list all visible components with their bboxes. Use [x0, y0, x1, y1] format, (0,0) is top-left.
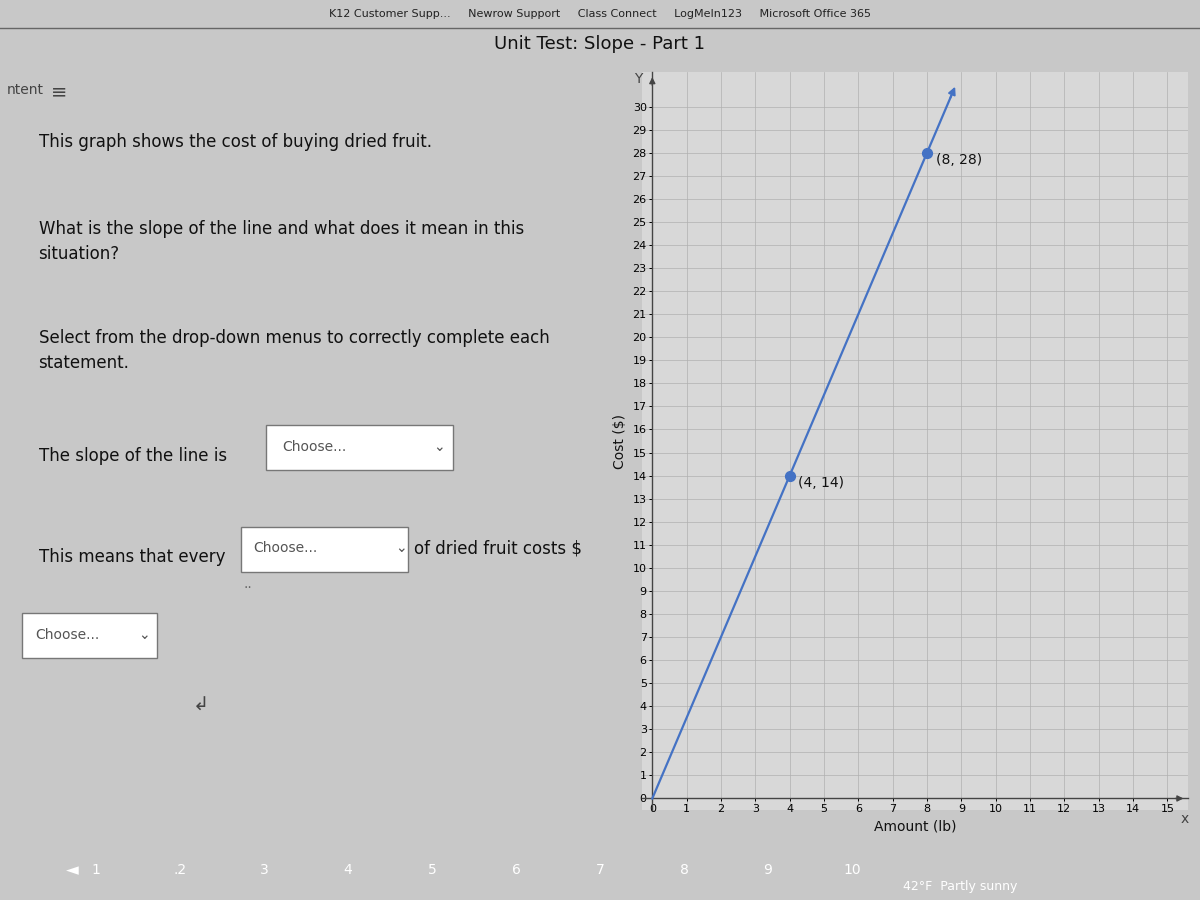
Point — [918, 146, 937, 160]
Text: What is the slope of the line and what does it mean in this
situation?: What is the slope of the line and what d… — [38, 220, 523, 263]
Text: Choose...: Choose... — [35, 627, 100, 642]
Text: The slope of the line is: The slope of the line is — [38, 446, 227, 464]
Text: 42°F  Partly sunny: 42°F Partly sunny — [902, 880, 1018, 893]
Point — [780, 468, 799, 482]
Text: (4, 14): (4, 14) — [798, 476, 845, 491]
Text: .2: .2 — [174, 863, 186, 878]
Text: 6: 6 — [511, 863, 521, 878]
Text: This graph shows the cost of buying dried fruit.: This graph shows the cost of buying drie… — [38, 133, 432, 151]
Text: 10: 10 — [844, 863, 860, 878]
X-axis label: Amount (lb): Amount (lb) — [874, 820, 956, 833]
Text: 8: 8 — [679, 863, 689, 878]
Text: 5: 5 — [427, 863, 437, 878]
Text: Select from the drop-down menus to correctly complete each
statement.: Select from the drop-down menus to corre… — [38, 329, 550, 373]
Text: x: x — [1181, 812, 1189, 826]
Text: 1: 1 — [91, 863, 101, 878]
Text: ..: .. — [244, 577, 253, 590]
Text: K12 Customer Supp...     Newrow Support     Class Connect     LogMeIn123     Mic: K12 Customer Supp... Newrow Support Clas… — [329, 10, 871, 20]
Text: ↲: ↲ — [192, 696, 209, 715]
Text: ⌄: ⌄ — [395, 542, 407, 555]
FancyBboxPatch shape — [241, 526, 408, 572]
Text: Choose...: Choose... — [253, 542, 318, 555]
Text: (8, 28): (8, 28) — [936, 153, 982, 167]
Text: 3: 3 — [259, 863, 269, 878]
FancyBboxPatch shape — [23, 613, 157, 658]
Text: ⌄: ⌄ — [433, 440, 445, 454]
FancyBboxPatch shape — [266, 425, 452, 470]
Text: ≡: ≡ — [52, 83, 67, 102]
Text: Unit Test: Slope - Part 1: Unit Test: Slope - Part 1 — [494, 35, 706, 53]
Y-axis label: Cost ($): Cost ($) — [613, 413, 626, 469]
Text: 4: 4 — [343, 863, 353, 878]
Text: ⌄: ⌄ — [138, 627, 150, 642]
Text: 9: 9 — [763, 863, 773, 878]
Text: This means that every: This means that every — [38, 548, 226, 566]
Text: Choose...: Choose... — [282, 440, 347, 454]
Text: ntent: ntent — [6, 83, 43, 96]
Text: ◄: ◄ — [66, 861, 78, 879]
Text: 7: 7 — [595, 863, 605, 878]
Text: Y: Y — [635, 72, 643, 86]
Text: of dried fruit costs $: of dried fruit costs $ — [414, 539, 582, 557]
